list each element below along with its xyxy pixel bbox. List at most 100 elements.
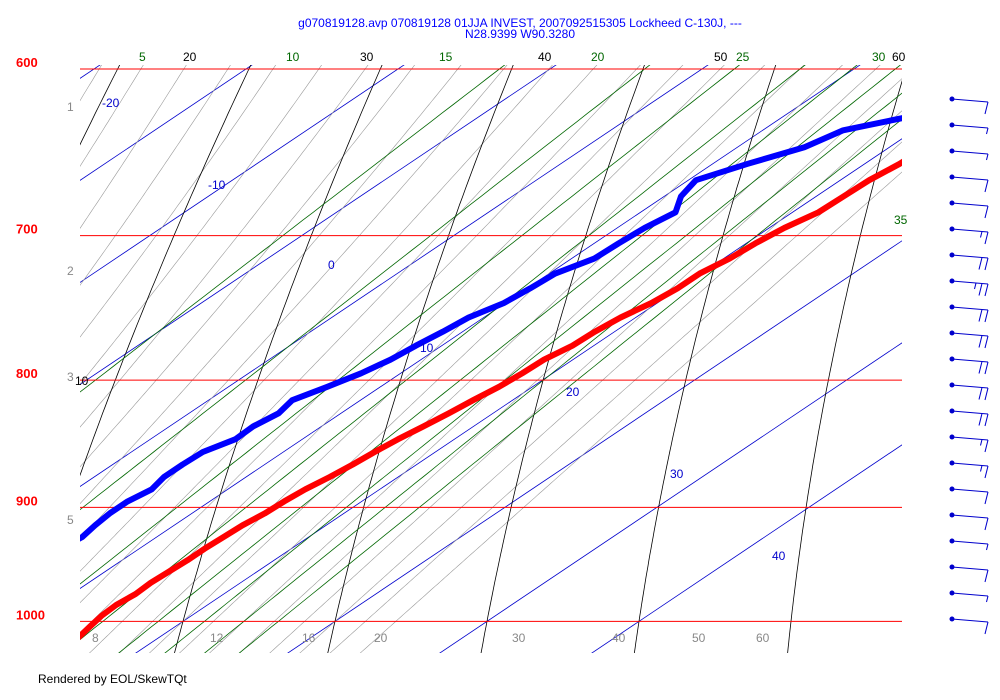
moist-adiabat-line [299, 110, 902, 653]
dry-adiabat-line [787, 79, 902, 653]
wind-barb-staff [951, 176, 989, 181]
mixing-ratio-line [118, 65, 858, 653]
height-label: 2 [67, 264, 74, 278]
wind-barb [949, 434, 989, 453]
dry-adiabat-line [80, 65, 121, 146]
moist-adiabat-line [0, 51, 70, 664]
moist-adiabat-line [0, 51, 31, 664]
wind-barb [949, 252, 989, 271]
title-line-1: g070819128.avp 070819128 01JJA INVEST, 2… [298, 16, 742, 30]
wind-barb-flag [984, 517, 989, 531]
mixing-ratio-label: 10 [286, 50, 300, 64]
isotherm-line [80, 65, 709, 487]
wind-barb-staff [951, 202, 989, 207]
isotherm-line [80, 65, 557, 385]
isotherm-line [591, 444, 902, 653]
wind-barb-flag [978, 413, 983, 426]
moist-adiabat-line [179, 65, 805, 653]
bottom-temp-label: 12 [210, 631, 224, 645]
moist-adiabat-line [359, 171, 902, 653]
wind-barb-staff [951, 332, 989, 337]
wind-barb [949, 122, 989, 135]
wind-barb [949, 304, 989, 323]
mixing-ratio-label: 20 [591, 50, 605, 64]
wind-barb-flag [984, 387, 989, 401]
wind-barb-flag [978, 335, 983, 348]
moist-adiabat-line [80, 65, 187, 229]
moist-adiabat-line [119, 65, 725, 653]
wind-barb [949, 564, 989, 583]
wind-barb-staff [951, 384, 989, 389]
wind-barb-flag [984, 231, 989, 245]
wind-barb-flag [984, 413, 989, 427]
moist-adiabat-line [80, 65, 508, 539]
wind-barb-staff [951, 462, 989, 467]
wind-barb-flag [984, 569, 989, 583]
wind-barb-flag [984, 283, 989, 297]
isotherm-label-20: 20 [566, 385, 580, 399]
wind-barb-staff [951, 618, 989, 623]
wind-barb-staff [951, 306, 989, 311]
bottom-temp-label: 20 [374, 631, 388, 645]
theta-label-side: 10 [75, 374, 89, 388]
wind-barb-half-flag [980, 231, 983, 238]
moist-adiabat-line [80, 65, 144, 167]
dry-adiabat-line [940, 51, 1000, 664]
wind-barb [949, 174, 989, 193]
wind-barb-staff [951, 124, 989, 129]
wind-barb [949, 538, 989, 551]
dry-adiabat-line [80, 65, 252, 477]
mixing-ratio-line [204, 92, 902, 653]
wind-barb-staff [951, 566, 989, 571]
wind-barb-staff [951, 540, 989, 545]
isotherm-line [287, 240, 902, 653]
wind-barb-staff [951, 280, 989, 285]
temperature-trace [80, 158, 902, 641]
mixing-ratio-line [238, 118, 902, 653]
wind-barb-half-flag [986, 595, 989, 603]
isotherm-line [439, 342, 902, 653]
wind-barb-flag [978, 361, 983, 374]
wind-barb-half-flag [986, 543, 989, 551]
wind-barb [949, 616, 989, 635]
title-line-2: N28.9399 W90.3280 [464, 27, 576, 41]
wind-barb-staff [951, 254, 989, 259]
pressure-label-1000: 1000 [16, 607, 45, 622]
wind-barb-staff [951, 150, 989, 155]
theta-label-top: 30 [360, 50, 374, 64]
mixing-ratio-label-side: 35 [894, 213, 908, 227]
bottom-temp-label: 8 [92, 631, 99, 645]
dry-adiabat-line [633, 65, 777, 653]
wind-barb-flag [984, 179, 989, 193]
wind-barb-flag [984, 439, 989, 453]
dewpoint-trace [80, 115, 902, 542]
pressure-label-800: 800 [16, 366, 38, 381]
wind-barb-staff [951, 488, 989, 493]
isotherm-line [80, 65, 253, 181]
moist-adiabat-line [149, 65, 766, 653]
mixing-ratio-label: 25 [736, 50, 750, 64]
isotherm-line [135, 138, 902, 653]
chart-title: g070819128.avp 070819128 01JJA INVEST, 2… [120, 16, 920, 41]
mixing-ratio-label: 15 [439, 50, 453, 64]
wind-barb [949, 486, 989, 505]
bottom-temp-label: 16 [302, 631, 316, 645]
wind-barb [949, 460, 989, 479]
wind-barb-flag [984, 465, 989, 479]
wind-barb [949, 278, 989, 297]
bottom-temp-label: 50 [692, 631, 706, 645]
wind-barb-half-flag [980, 465, 983, 472]
moist-adiabat-line [80, 65, 369, 428]
mixing-ratio-line [80, 65, 651, 511]
moist-adiabat-line [80, 65, 277, 338]
moist-adiabat-line [239, 65, 881, 653]
theta-label-top: 20 [183, 50, 197, 64]
dry-adiabat-line [327, 65, 514, 653]
wind-barb [949, 382, 989, 401]
mixing-ratio-label: 5 [139, 50, 146, 64]
theta-label-top: 50 [714, 50, 728, 64]
isotherm-label-10: 10 [420, 341, 434, 355]
isotherm-label-0: 0 [328, 258, 335, 272]
isotherm-label--20: -20 [102, 96, 120, 110]
